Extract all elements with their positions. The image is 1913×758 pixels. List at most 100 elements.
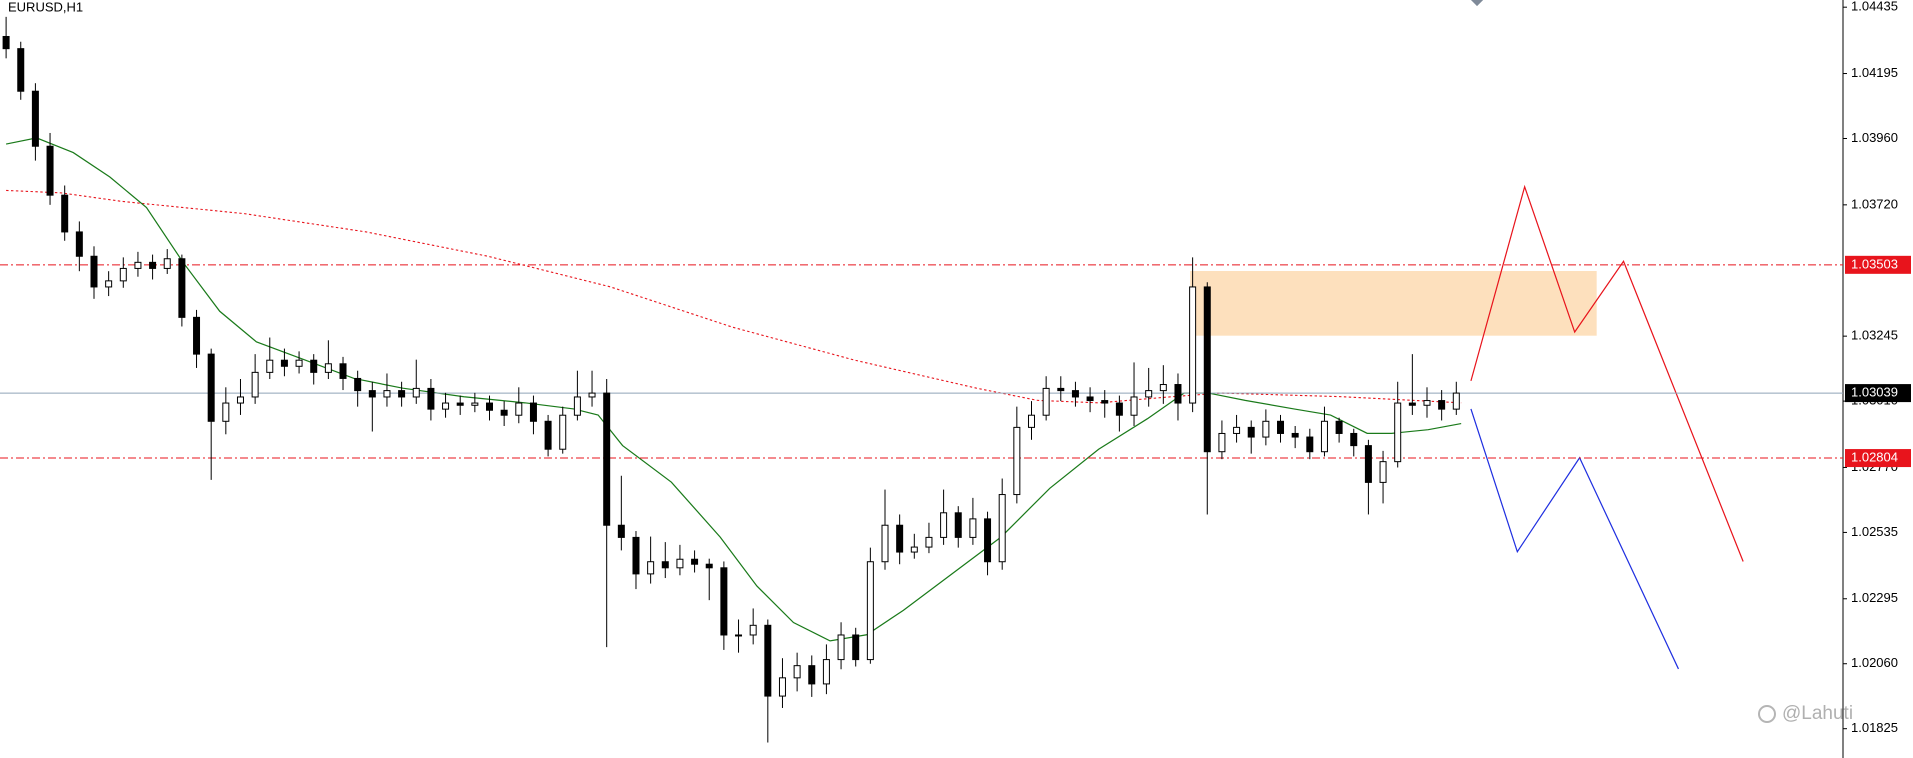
candle-body	[2, 35, 10, 50]
candle-body	[1101, 400, 1109, 404]
candle-body	[456, 402, 464, 406]
level-label-box	[1845, 255, 1911, 274]
candle-body	[90, 255, 98, 288]
candle-body	[837, 634, 845, 661]
candle-body	[647, 561, 655, 575]
candle-body	[324, 363, 332, 373]
candle-body	[119, 267, 127, 282]
candle-body	[544, 420, 552, 450]
candle-body	[46, 145, 54, 196]
marker	[1470, 0, 1484, 7]
candle-body	[1071, 390, 1079, 398]
candle-body	[251, 371, 259, 398]
candle-body	[1145, 390, 1153, 398]
candles	[2, 16, 1460, 743]
candle-body	[764, 624, 772, 697]
y-tick-label: 1.03245	[1851, 328, 1898, 343]
candle-body	[749, 624, 757, 636]
candle-body	[896, 524, 904, 553]
level-label: 1.02804	[1851, 449, 1898, 464]
levels	[0, 264, 1843, 459]
candle-body	[1423, 400, 1431, 406]
candle-body	[793, 665, 801, 679]
ma-fast	[5, 137, 1462, 642]
candle-body	[134, 261, 142, 269]
candle-body	[1159, 384, 1167, 392]
candle-body	[822, 659, 830, 685]
y-tick-label: 1.04435	[1851, 0, 1898, 14]
candle-body	[1189, 286, 1197, 404]
candle-body	[1335, 420, 1343, 434]
candle-body	[486, 402, 494, 411]
watermark-group: @Lahuti	[1758, 703, 1853, 724]
watermark-icon	[1758, 705, 1776, 723]
candle-body	[354, 377, 362, 392]
candle-body	[1379, 461, 1387, 483]
candle-body	[178, 258, 186, 318]
candle-body	[603, 392, 611, 526]
candle-body	[1218, 432, 1226, 453]
candle-body	[1277, 420, 1285, 434]
y-tick-label: 1.03720	[1851, 196, 1898, 211]
candle-body	[661, 561, 669, 569]
candle-body	[339, 363, 347, 379]
candle-body	[1364, 445, 1372, 483]
candle-body	[163, 258, 171, 269]
y-tick-label: 1.02535	[1851, 524, 1898, 539]
candle-body	[1247, 426, 1255, 438]
candle-body	[969, 518, 977, 538]
candle-body	[617, 524, 625, 538]
candle-body	[1013, 426, 1021, 496]
candle-body	[412, 387, 420, 398]
candle-body	[193, 316, 201, 355]
candle-body	[632, 536, 640, 575]
candle-body	[676, 558, 684, 569]
candle-body	[705, 563, 713, 569]
candle-body	[266, 359, 274, 373]
candle-body	[1394, 402, 1402, 463]
candle-body	[1115, 402, 1123, 416]
candle-body	[1086, 396, 1094, 402]
candle-body	[559, 414, 567, 450]
level-label-box	[1845, 449, 1911, 468]
candle-body	[910, 546, 918, 553]
candle-body	[236, 396, 244, 404]
candle-body	[500, 409, 508, 416]
candle-body	[1306, 436, 1314, 453]
candle-body	[1408, 402, 1416, 406]
candle-body	[442, 402, 450, 410]
candle-body	[295, 359, 303, 367]
candle-body	[75, 231, 83, 257]
candle-body	[735, 634, 743, 637]
candle-body	[61, 194, 69, 233]
candle-body	[207, 353, 215, 422]
candle-body	[573, 396, 581, 416]
candle-body	[1027, 414, 1035, 428]
candle-body	[1174, 384, 1182, 404]
supply-zone	[1190, 270, 1597, 336]
y-tick-label: 1.04195	[1851, 65, 1898, 80]
candle-body	[1042, 387, 1050, 416]
level-label: 1.03503	[1851, 256, 1898, 271]
chart-title: EURUSD,H1	[8, 0, 83, 14]
candle-body	[1262, 420, 1270, 438]
candle-body	[984, 518, 992, 563]
candle-body	[1233, 426, 1241, 434]
candle-body	[881, 524, 889, 563]
candle-body	[398, 390, 406, 398]
candle-body	[1350, 432, 1358, 447]
candle-body	[1203, 286, 1211, 453]
candle-body	[720, 567, 728, 636]
y-tick-label: 1.01825	[1851, 720, 1898, 735]
candle-body	[383, 390, 391, 398]
candle-body	[1452, 392, 1460, 410]
candle-body	[222, 402, 230, 422]
candle-body	[529, 402, 537, 422]
candle-body	[31, 90, 39, 147]
candle-body	[1291, 432, 1299, 438]
candle-body	[925, 536, 933, 548]
candle-body	[105, 280, 113, 288]
